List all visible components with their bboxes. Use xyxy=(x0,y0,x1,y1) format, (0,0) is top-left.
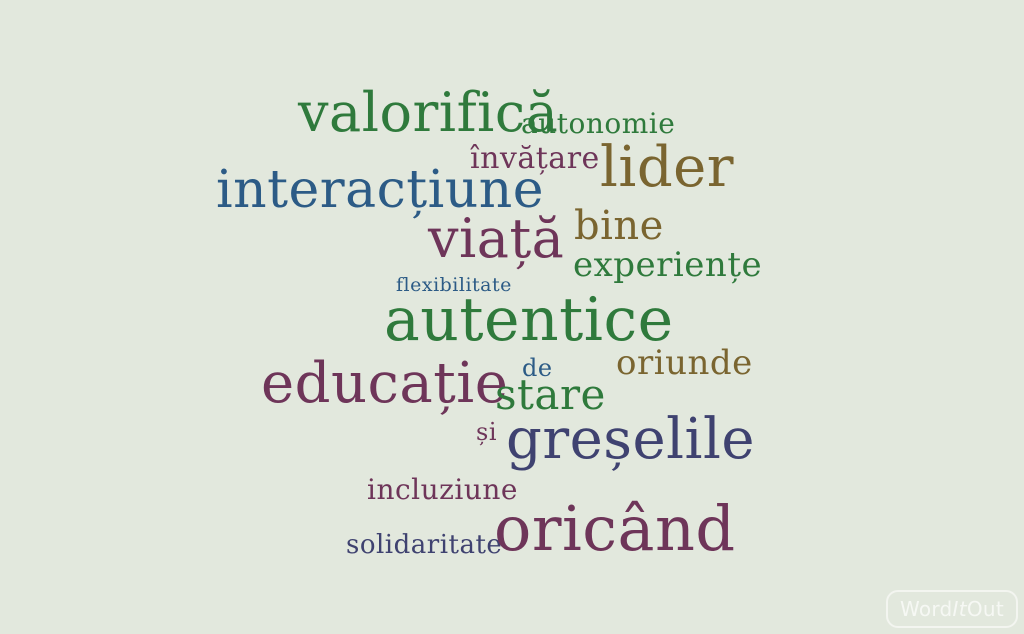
word-experiente: experiențe xyxy=(573,245,763,285)
word-bine: bine xyxy=(574,203,664,249)
word-valorifica: valorifică xyxy=(298,81,559,144)
word-greselile: greșelile xyxy=(506,407,756,472)
word-invatare: învățare xyxy=(470,141,600,176)
word-de: de xyxy=(522,354,553,382)
word-solidaritate: solidaritate xyxy=(346,530,503,560)
word-autonomie: autonomie xyxy=(521,107,676,140)
wordle-logo[interactable]: Word It Out xyxy=(886,590,1018,628)
word-flexibilitate: flexibilitate xyxy=(396,274,512,296)
word-oricand: oricând xyxy=(494,492,736,565)
logo-it: It xyxy=(952,597,967,621)
word-incluziune: incluziune xyxy=(367,473,519,506)
word-stare: stare xyxy=(495,370,606,419)
logo-word: Word xyxy=(899,597,953,621)
word-autentice: autentice xyxy=(384,285,674,355)
word-viata: viață xyxy=(428,207,565,270)
word-lider: lider xyxy=(600,135,735,200)
word-interactiune: interacțiune xyxy=(216,160,545,220)
word-si: și xyxy=(476,418,497,446)
logo-out: Out xyxy=(966,597,1005,621)
word-educatie: educație xyxy=(261,351,509,416)
word-oriunde: oriunde xyxy=(616,343,753,383)
